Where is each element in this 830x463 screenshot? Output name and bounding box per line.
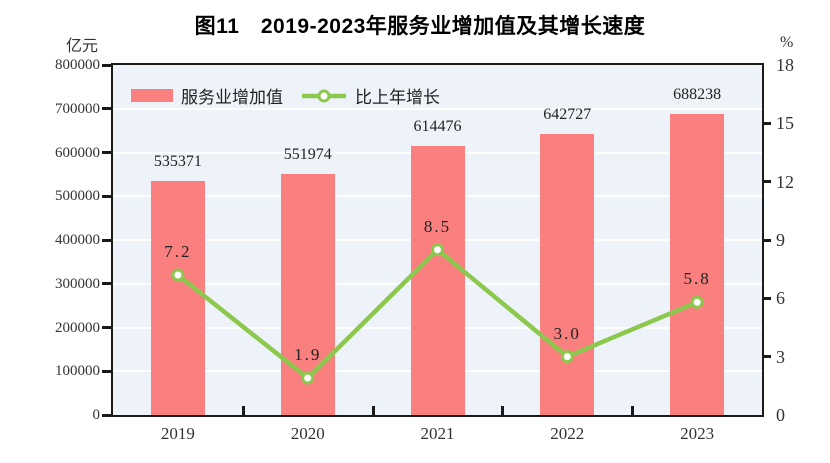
plot-area: 服务业增加值 比上年增长 [111,63,764,417]
chart-title: 图11 2019-2023年服务业增加值及其增长速度 [194,15,646,38]
left-axis-tick-label: 300000 [55,275,100,292]
bar-value-label: 642727 [543,105,592,123]
bar-2021 [410,146,465,415]
right-axis-tick-label: 18 [776,55,794,75]
x-axis-boundary-tick [631,406,635,415]
right-axis-unit-label: % [780,34,794,51]
legend-bar-label: 服务业增加值 [181,88,283,107]
growth-value-label: 3.0 [553,323,581,343]
left-axis-tick [102,151,111,154]
growth-value-label: 1.9 [294,345,322,365]
left-axis-tick-label: 100000 [55,363,100,380]
x-axis-category-label: 2022 [550,424,585,443]
left-axis-tick-label: 700000 [55,100,100,117]
growth-value-label: 7.2 [164,242,192,261]
right-axis-tick-label: 9 [776,230,785,250]
legend: 服务业增加值 比上年增长 [131,83,440,108]
gridline [113,107,762,110]
x-axis-category-label: 2023 [680,424,715,443]
x-axis-boundary-tick [501,406,505,415]
left-axis-tick [102,194,111,198]
x-axis-category-label: 2019 [160,424,195,443]
left-axis-tick-label: 0 [92,407,101,423]
right-axis-tick [762,238,771,242]
right-axis-tick-label: 15 [776,113,794,134]
left-axis-unit-label: 亿元 [65,38,98,55]
bar-2023 [670,113,725,415]
growth-value-label: 8.5 [423,216,452,236]
right-axis-tick-label: 6 [776,288,785,309]
bar-2022 [540,133,595,415]
bar-2019 [150,180,205,415]
right-axis-tick [762,121,771,125]
x-axis-category-label: 2021 [420,424,455,443]
bar-2020 [280,173,335,415]
left-axis-tick [102,107,111,111]
left-axis-tick-label: 600000 [55,144,100,161]
x-axis-category-label: 2020 [290,424,325,443]
left-axis-tick-label: 200000 [55,319,100,336]
left-axis-tick-label: 500000 [55,188,100,205]
legend-line-marker-icon [302,89,346,102]
left-axis-tick [102,369,111,373]
left-axis-tick [102,238,111,242]
left-axis-tick [102,326,111,329]
left-axis-tick-label: 800000 [55,57,100,73]
x-axis-boundary-tick [241,406,245,415]
left-axis-tick-label: 400000 [55,232,100,248]
bar-value-label: 551974 [283,145,332,163]
left-axis-tick [102,63,111,67]
bar-value-label: 614476 [413,118,462,136]
bar-value-label: 688238 [673,85,722,103]
x-axis-boundary-tick [371,406,375,415]
bar-value-label: 535371 [153,152,202,170]
right-axis-tick-label: 3 [776,346,785,367]
growth-value-label: 5.8 [683,269,711,289]
right-axis-tick [762,355,771,359]
left-axis-tick [102,282,111,286]
legend-line-label: 比上年增长 [355,88,440,107]
right-axis-tick [762,180,771,184]
right-axis-tick-label: 12 [776,171,794,192]
right-axis-tick-label: 0 [776,405,785,425]
legend-bar-swatch [131,89,173,102]
right-axis-tick [762,296,771,300]
left-axis-tick [102,413,111,417]
